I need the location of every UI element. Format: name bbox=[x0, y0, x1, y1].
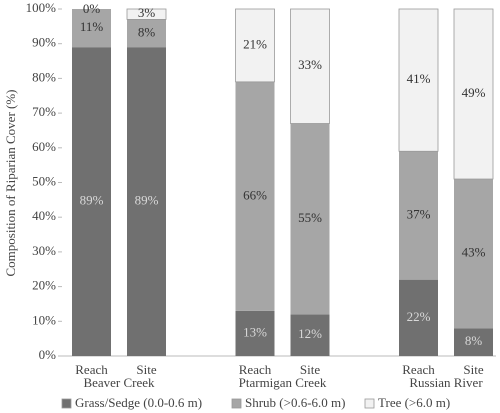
bar-segment bbox=[235, 310, 275, 356]
y-axis-label: Composition of Riparian Cover (%) bbox=[3, 89, 18, 276]
data-label: 33% bbox=[298, 57, 322, 72]
data-label: 41% bbox=[407, 71, 431, 86]
group-label: Beaver Creek bbox=[83, 375, 155, 390]
x-tick-label: Reach bbox=[402, 362, 435, 377]
legend-label: Shrub (>0.6-6.0 m) bbox=[245, 395, 346, 410]
legend-swatch bbox=[231, 398, 242, 409]
legend-swatch bbox=[61, 398, 72, 409]
data-label: 8% bbox=[138, 24, 156, 39]
x-tick-label: Site bbox=[300, 362, 320, 377]
legend-label: Grass/Sedge (0.0-0.6 m) bbox=[75, 395, 202, 410]
data-label: 3% bbox=[138, 5, 156, 20]
y-tick-label: 0% bbox=[39, 347, 57, 362]
bar-segment bbox=[127, 47, 166, 357]
y-tick-label: 60% bbox=[32, 139, 56, 154]
legend-label: Tree (>6.0 m) bbox=[378, 395, 450, 410]
data-label: 37% bbox=[407, 206, 431, 221]
data-label: 49% bbox=[462, 85, 486, 100]
bar-segment bbox=[127, 19, 166, 48]
bar-segment bbox=[398, 8, 439, 152]
y-tick-label: 100% bbox=[26, 0, 57, 15]
data-label: 89% bbox=[80, 193, 104, 208]
x-tick-label: Reach bbox=[239, 362, 272, 377]
bar-segment bbox=[399, 151, 438, 280]
y-tick-label: 30% bbox=[32, 243, 56, 258]
bar-segment bbox=[454, 328, 493, 356]
group-label: Russian River bbox=[409, 375, 483, 390]
group-label: Ptarmigan Creek bbox=[239, 375, 327, 390]
y-tick-label: 90% bbox=[32, 35, 56, 50]
x-tick-label: Reach bbox=[75, 362, 108, 377]
data-label: 55% bbox=[298, 210, 322, 225]
y-tick-label: 40% bbox=[32, 208, 56, 223]
data-label: 66% bbox=[243, 187, 267, 202]
bar-segment bbox=[235, 81, 275, 311]
data-label: 21% bbox=[243, 36, 267, 51]
bar-segment bbox=[290, 8, 330, 124]
bar-segment bbox=[399, 279, 438, 356]
y-tick-label: 20% bbox=[32, 278, 56, 293]
data-label: 13% bbox=[243, 324, 267, 339]
data-label: 8% bbox=[465, 333, 483, 348]
y-tick-label: 50% bbox=[32, 173, 56, 188]
data-label: 43% bbox=[462, 245, 486, 260]
data-label: 0% bbox=[83, 1, 101, 16]
bar-segment bbox=[235, 8, 275, 83]
bar-segment bbox=[454, 179, 493, 329]
data-label: 12% bbox=[298, 326, 322, 341]
bar-segment bbox=[126, 8, 167, 20]
bar-segment bbox=[453, 8, 494, 180]
data-label: 11% bbox=[80, 19, 104, 34]
bar-segment bbox=[72, 47, 111, 357]
x-tick-label: Site bbox=[463, 362, 483, 377]
y-tick-label: 10% bbox=[32, 312, 56, 327]
bar-segment bbox=[290, 123, 330, 315]
bar-segment bbox=[72, 9, 111, 48]
legend-swatch bbox=[364, 398, 375, 409]
bar-segment bbox=[290, 314, 330, 356]
data-label: 22% bbox=[407, 309, 431, 324]
y-tick-label: 80% bbox=[32, 69, 56, 84]
y-tick-label: 70% bbox=[32, 104, 56, 119]
data-label: 89% bbox=[135, 193, 159, 208]
x-tick-label: Site bbox=[136, 362, 156, 377]
